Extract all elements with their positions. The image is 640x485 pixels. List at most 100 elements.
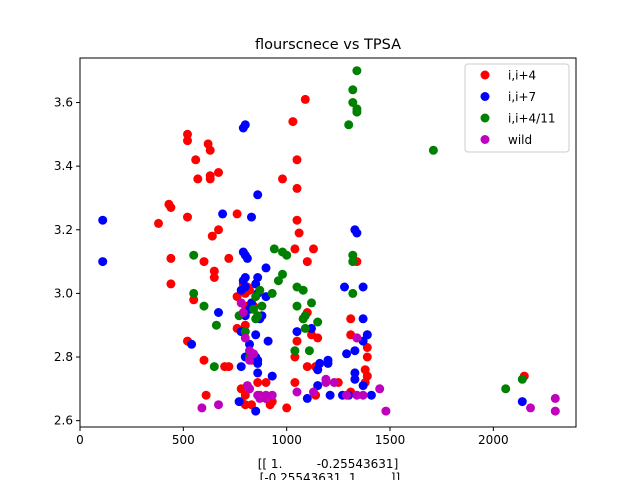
legend-items: i,i+4 i,i+7 i,i+4/11 wild [480,69,555,147]
data-point-series-0-18 [292,215,302,225]
data-point-series-0-38 [189,295,199,305]
data-point-series-2-31 [251,314,261,324]
data-point-series-1-37 [350,346,360,356]
data-point-series-0-15 [166,203,176,212]
points-layer [98,66,560,416]
legend-box [464,63,570,153]
data-point-series-0-24 [290,244,300,254]
data-point-series-2-14 [273,276,283,286]
y-tick-label-1: 2.8 [54,350,73,364]
data-point-series-1-53 [253,368,263,378]
data-point-series-0-50 [307,330,316,340]
data-point-series-2-25 [257,301,267,311]
data-point-series-2-26 [249,304,259,314]
data-point-series-0-25 [166,253,176,263]
data-point-series-0-45 [346,314,356,324]
data-point-series-3-27 [550,406,560,416]
data-point-series-1-31 [358,314,368,324]
data-point-series-0-16 [232,209,242,219]
x-tick-label-2: 1000 [271,433,302,447]
data-point-series-0-69 [253,378,263,387]
data-point-series-3-13 [261,393,271,403]
data-point-series-0-68 [290,378,300,387]
data-point-series-2-4 [352,107,362,117]
data-point-series-3-14 [292,387,302,397]
data-point-series-2-10 [189,250,199,260]
data-point-series-2-35 [240,327,250,337]
data-point-series-2-34 [300,323,310,333]
data-point-series-3-8 [245,384,254,394]
data-point-series-2-39 [209,362,219,372]
data-point-series-3-23 [197,403,207,413]
data-point-series-1-47 [323,358,333,368]
data-point-series-2-6 [428,145,438,155]
legend-label-3: wild [508,133,532,147]
data-point-series-0-20 [214,225,223,235]
data-point-series-1-62 [251,406,261,416]
data-point-series-1-11 [98,257,108,267]
data-point-series-0-44 [240,320,250,330]
data-point-series-2-5 [344,120,354,130]
data-point-series-1-38 [245,339,254,349]
data-point-series-1-28 [214,308,223,317]
data-point-series-3-6 [245,355,254,365]
data-point-series-0-12 [278,174,287,184]
data-point-series-1-10 [242,253,252,263]
data-point-series-3-19 [352,390,362,400]
data-point-series-1-61 [234,397,244,407]
data-point-series-0-73 [240,390,250,400]
data-point-series-0-76 [201,390,211,400]
data-point-series-1-55 [313,381,323,391]
data-point-series-2-21 [251,292,261,302]
data-point-series-2-1 [348,85,358,95]
data-point-series-0-28 [209,266,219,276]
data-point-series-1-2 [253,190,263,200]
chart-title: flourscnece vs TPSA [255,37,401,53]
data-point-series-1-49 [313,365,323,375]
data-point-series-2-37 [290,346,300,356]
data-point-series-1-1 [240,120,250,130]
data-point-series-3-25 [309,387,318,397]
data-point-series-3-1 [238,308,248,317]
data-point-series-2-20 [255,285,265,295]
data-point-series-1-21 [358,282,368,292]
data-point-series-2-12 [348,257,358,267]
data-point-series-2-19 [267,288,277,298]
data-point-series-3-26 [550,393,560,403]
data-point-series-1-39 [263,336,273,346]
data-point-series-0-56 [362,352,372,362]
data-point-series-3-0 [236,298,246,308]
x-tick-label-0: 0 [76,433,84,447]
data-point-series-1-45 [253,358,263,368]
y-tick-label-0: 2.6 [54,414,73,428]
data-point-series-1-4 [218,209,228,219]
data-point-series-2-17 [348,288,358,298]
data-point-series-1-59 [366,390,376,400]
data-point-series-2-28 [298,314,308,324]
data-point-series-3-17 [329,378,339,387]
data-point-series-1-51 [350,374,360,384]
data-point-series-2-2 [348,98,358,107]
y-tick-label-5: 3.6 [54,96,73,110]
data-point-series-0-53 [290,352,300,362]
data-point-series-0-27 [302,257,312,267]
data-point-series-0-11 [193,174,203,184]
data-point-series-1-29 [307,323,316,333]
data-point-series-2-7 [269,244,279,254]
data-point-series-3-21 [375,384,385,394]
legend-label-0: i,i+4 [508,69,536,83]
data-point-series-3-16 [321,378,331,387]
data-point-series-0-82 [282,403,292,413]
data-point-series-0-10 [205,174,215,184]
data-point-series-2-24 [199,301,209,311]
axes-frame [79,57,577,428]
x-tick-label-1: 500 [172,433,195,447]
data-point-series-2-23 [292,301,302,311]
data-point-series-3-20 [358,390,368,400]
data-point-series-0-1 [183,136,192,146]
data-point-series-1-33 [251,330,261,340]
data-point-series-3-2 [240,333,250,343]
data-point-series-1-52 [358,381,368,391]
data-point-series-0-5 [288,117,298,127]
data-point-series-0-55 [362,343,372,352]
